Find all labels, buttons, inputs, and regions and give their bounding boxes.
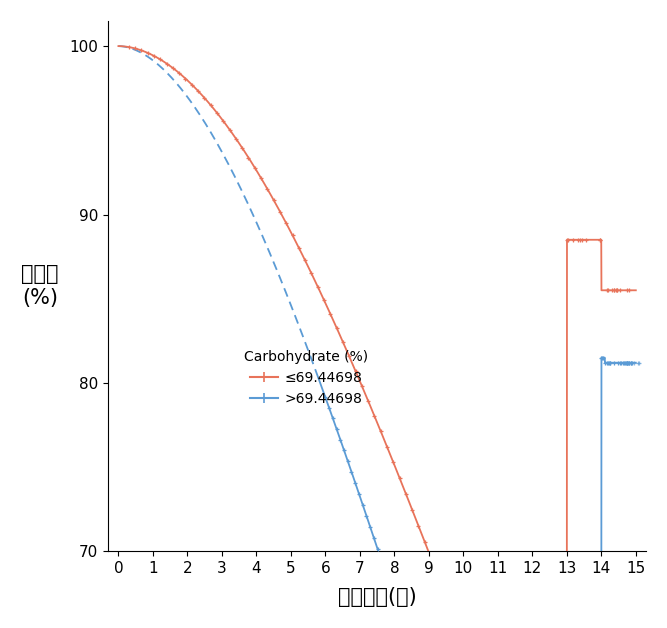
Y-axis label: 생존율
(%): 생존율 (%) <box>21 264 58 308</box>
Legend: ≤69.44698, >69.44698: ≤69.44698, >69.44698 <box>239 345 374 412</box>
X-axis label: 생존기간(년): 생존기간(년) <box>338 587 416 607</box>
